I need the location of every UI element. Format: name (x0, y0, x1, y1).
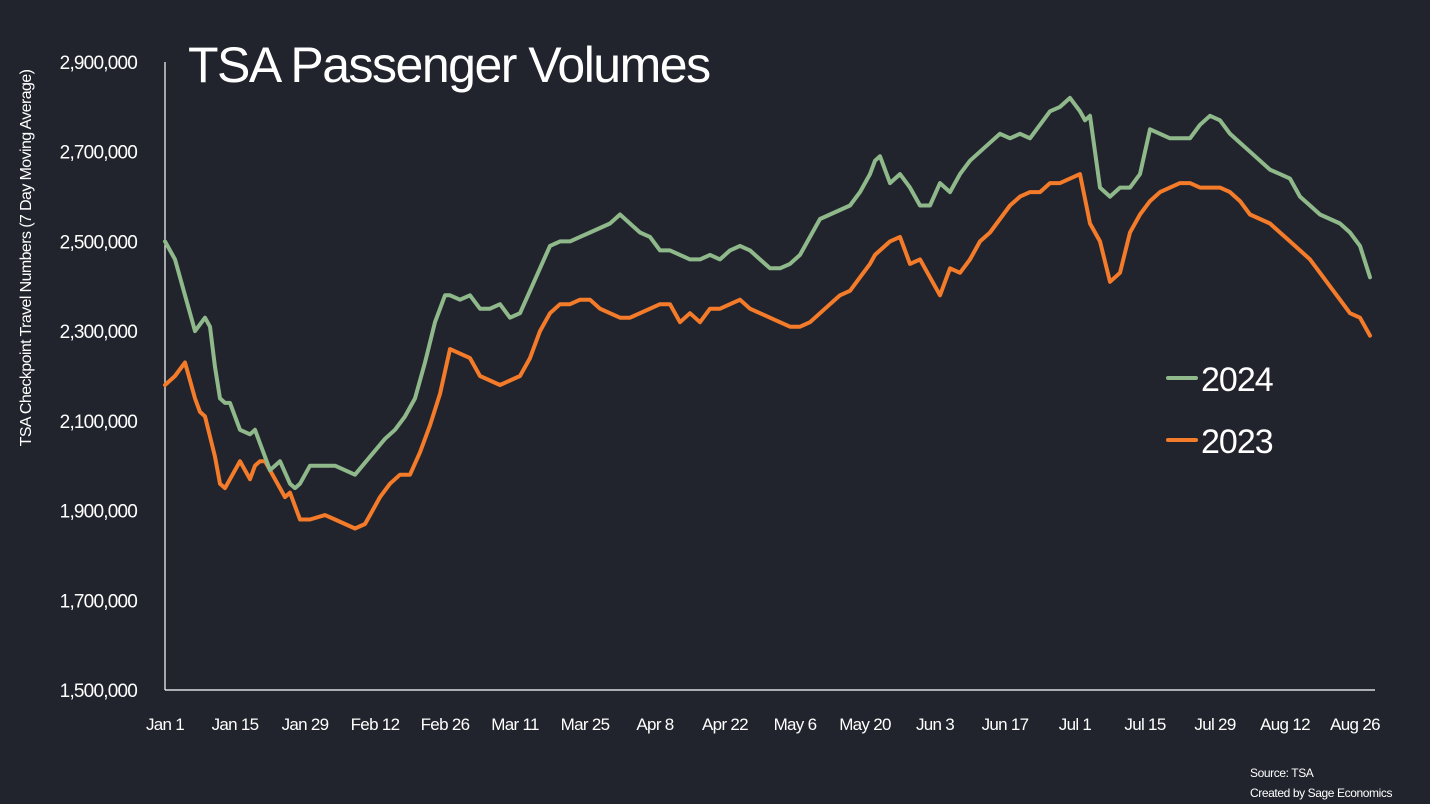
x-tick-label: Jun 3 (916, 715, 954, 734)
source-note: Source: TSA (1250, 766, 1314, 780)
y-tick-label: 1,900,000 (60, 502, 138, 523)
x-tick-label: Aug 26 (1330, 715, 1380, 734)
x-tick-label: Jan 1 (146, 715, 184, 734)
legend-label-2023: 2023 (1201, 423, 1273, 461)
x-tick-label: Aug 12 (1260, 715, 1310, 734)
series-line-2024 (163, 95, 1372, 491)
x-tick-label: Jan 29 (282, 715, 329, 734)
credit-note: Created by Sage Economics (1250, 786, 1392, 800)
x-tick-label: May 6 (774, 715, 817, 734)
x-tick-group: Jan 1 Jan 15 Jan 29 Feb 12 Feb 26 Mar 11 Mar 2… (146, 715, 1381, 734)
y-tick-group: 1,500,000 1,700,000 1,900,000 2,100,000 2,30… (60, 53, 138, 702)
x-tick-label: Jul 29 (1194, 715, 1235, 734)
x-tick-label: Mar 11 (491, 715, 539, 734)
series-line-2023 (163, 172, 1372, 531)
x-tick-label: Apr 8 (636, 715, 673, 734)
y-tick-label: 2,700,000 (60, 143, 138, 164)
y-tick-label: 2,900,000 (60, 53, 138, 74)
series-group (163, 95, 1372, 531)
x-tick-label: May 20 (839, 715, 891, 734)
chart-title: TSA Passenger Volumes (188, 37, 710, 93)
legend: 2024 2023 (1166, 361, 1274, 461)
x-tick-label: Jan 15 (212, 715, 259, 734)
y-tick-label: 1,700,000 (60, 591, 138, 612)
x-tick-label: Apr 22 (702, 715, 748, 734)
y-tick-label: 2,100,000 (60, 412, 138, 433)
y-tick-label: 1,500,000 (60, 681, 138, 702)
x-tick-label: Jun 17 (982, 715, 1029, 734)
x-tick-label: Jul 15 (1124, 715, 1165, 734)
x-tick-label: Feb 26 (421, 715, 470, 734)
y-axis-label: TSA Checkpoint Travel Numbers (7 Day Mov… (18, 69, 35, 446)
y-tick-label: 2,500,000 (60, 232, 138, 253)
legend-label-2024: 2024 (1201, 361, 1273, 399)
x-tick-label: Mar 25 (561, 715, 610, 734)
x-tick-label: Jul 1 (1059, 715, 1092, 734)
x-tick-label: Feb 12 (351, 715, 400, 734)
y-tick-label: 2,300,000 (60, 322, 138, 343)
